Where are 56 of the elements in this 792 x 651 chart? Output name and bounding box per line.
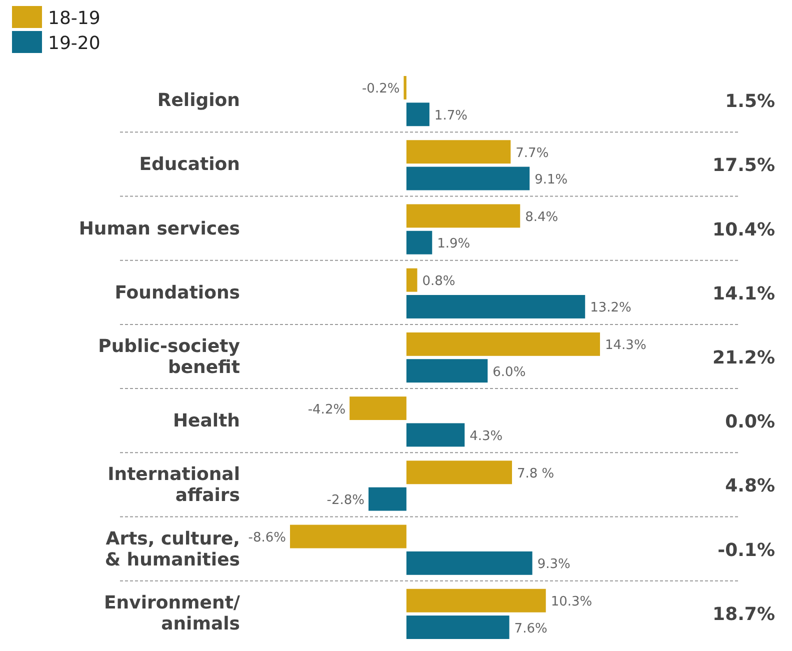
data-label: 6.0% <box>492 364 526 380</box>
data-label: 0.8% <box>422 274 456 290</box>
y-tick-label: Environment/ animals <box>104 592 240 634</box>
bar <box>406 359 488 383</box>
data-label: -8.6% <box>248 530 286 546</box>
bar <box>406 294 586 318</box>
bar <box>406 588 546 612</box>
y-tick-label: Foundations <box>114 282 240 304</box>
y-tick-label: Human services <box>78 218 240 240</box>
data-label: 7.6% <box>514 621 548 636</box>
bar <box>350 396 406 420</box>
y-tick-label: Education <box>139 154 240 176</box>
data-label: -0.2% <box>362 82 400 97</box>
bar <box>406 102 430 126</box>
data-label: 1.9% <box>437 236 470 252</box>
bar <box>406 204 520 228</box>
data-label: 7.7% <box>516 146 549 161</box>
data-label: 14.3% <box>605 338 646 354</box>
legend-label: 19-20 <box>48 33 100 54</box>
data-label: -4.2% <box>308 402 346 418</box>
y-tick-label: Health <box>172 410 240 432</box>
data-label: 4.3% <box>470 428 503 444</box>
data-label: 8.4% <box>525 210 558 225</box>
text: 4.8% <box>725 476 775 497</box>
y-tick-label: International affairs <box>108 464 240 506</box>
text: 1.5% <box>725 91 775 112</box>
data-label: 13.2% <box>590 300 632 316</box>
bar <box>290 524 406 548</box>
y-tick-label: Public-society benefit <box>98 336 240 378</box>
text: 10.4% <box>712 219 775 240</box>
legend-label: 18-19 <box>48 8 100 29</box>
bar <box>406 166 530 190</box>
y-tick-label: Arts, culture, & humanities <box>104 528 240 570</box>
data-label: -2.8% <box>326 493 365 508</box>
text: 18.7% <box>712 604 775 625</box>
text: 21.2% <box>712 348 775 368</box>
data-label: 7.8 % <box>517 466 554 482</box>
bar <box>368 487 406 511</box>
bar <box>406 616 510 639</box>
bar <box>406 460 512 484</box>
bar <box>404 76 406 100</box>
text: 14.1% <box>712 283 775 304</box>
bar <box>406 551 532 575</box>
bar <box>406 332 600 356</box>
bar <box>406 423 465 447</box>
data-label: 9.3% <box>537 557 570 572</box>
data-label: 9.1% <box>534 172 568 188</box>
data-label: 10.3% <box>550 594 592 610</box>
text: -0.1% <box>718 540 775 561</box>
bar <box>406 230 432 254</box>
text: 0.0% <box>725 412 775 433</box>
text: 17.5% <box>712 155 775 176</box>
y-tick-label: Religion <box>157 90 240 112</box>
bar <box>406 268 418 292</box>
bar <box>406 140 511 164</box>
data-label: 1.7% <box>434 108 468 124</box>
